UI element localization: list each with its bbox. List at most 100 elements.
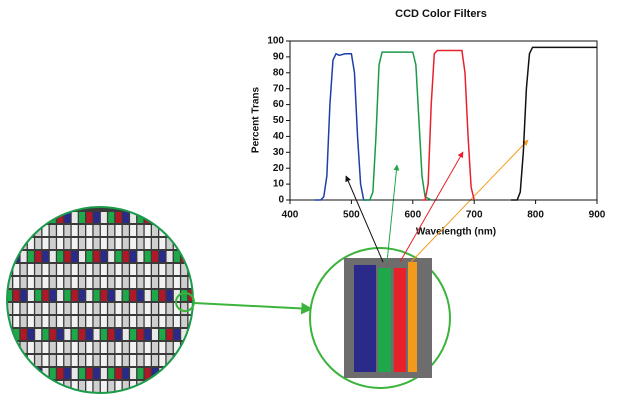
wafer-pixel [144,368,151,379]
wafer-pixel [20,290,27,301]
wafer-pixel [35,251,42,262]
wafer-pixel [35,303,42,314]
wafer-pixel [64,277,71,288]
wafer-pixel [13,277,20,288]
y-tick-label: 80 [273,67,285,78]
wafer-pixel [71,316,78,327]
wafer-pixel [166,368,173,379]
wafer-pixel [13,368,20,379]
wafer-pixel [49,238,56,249]
wafer-pixel [152,238,158,249]
wafer-pixel [57,329,64,340]
wafer-pixel [137,238,144,249]
wafer-pixel [57,264,64,275]
wafer-pixel [159,264,166,275]
wafer-pixel [137,316,144,327]
wafer-pixel [100,303,107,314]
wafer-pixel [152,381,158,392]
wafer-pixel [166,381,173,392]
wafer-pixel [166,316,173,327]
wafer-pixel [130,251,137,262]
wafer-pixel [42,303,49,314]
wafer-pixel [122,290,129,301]
wafer-pixel [64,342,71,353]
wafer-pixel [71,225,78,236]
wafer-pixel [93,316,100,327]
wafer-pixel [144,238,151,249]
green-filter [378,268,391,372]
wafer-pixel [181,277,188,288]
pointer-arrow [410,139,529,263]
wafer-pixel [86,264,93,275]
wafer-pixel [42,381,49,392]
wafer-pixel [122,251,129,262]
x-tick-label: 600 [404,210,421,221]
wafer-pixel [57,225,64,236]
wafer-pixel [57,212,64,223]
wafer-pixel [13,381,20,392]
wafer-pixel [152,303,158,314]
wafer-pixel [159,277,166,288]
wafer-pixel [86,251,93,262]
wafer-pixel [86,342,93,353]
wafer-pixel [93,225,100,236]
wafer-pixel [57,290,64,301]
wafer-pixel [108,355,115,366]
wafer-pixel [181,316,188,327]
wafer-pixel [115,225,122,236]
wafer-pixel [130,225,137,236]
wafer-pixel [49,329,56,340]
wafer-pixel [188,251,193,262]
wafer-pixel [71,212,78,223]
wafer-pixel [49,277,56,288]
wafer-pixel [122,238,129,249]
wafer-pixel [7,238,12,249]
wafer-pixel [115,238,122,249]
wafer-pixel [71,329,78,340]
wafer-pixel [27,238,34,249]
wafer-pixel [115,290,122,301]
wafer-pixel [181,225,188,236]
wafer-pixel [173,381,180,392]
wafer-pixel [49,251,56,262]
wafer-pixel [27,290,34,301]
wafer-pixel [130,290,137,301]
wafer-pixel [159,316,166,327]
wafer-pixel [108,329,115,340]
wafer-pixel [181,290,188,301]
wafer-pixel [188,225,193,236]
wafer-pixel [20,277,27,288]
wafer-pixel [13,212,20,223]
wafer-pixel [49,290,56,301]
wafer-pixel [108,316,115,327]
wafer-pixel [42,238,49,249]
wafer-pixel [49,264,56,275]
wafer-pixel [173,316,180,327]
wafer-pixel [13,225,20,236]
wafer-pixel [64,264,71,275]
wafer-pixel [144,290,151,301]
wafer-pixel [35,329,42,340]
wafer-pixel [152,277,158,288]
wafer-pixel [188,381,193,392]
wafer-pixel [27,355,34,366]
wafer-pixel [7,381,12,392]
wafer-pixel [137,329,144,340]
wafer-pixel [159,355,166,366]
wafer-pixel [57,303,64,314]
wafer-pixel [108,381,115,392]
wafer-pixel [108,290,115,301]
wafer-pixel [166,264,173,275]
wafer-pixel [79,342,85,353]
wafer-pixel [122,225,129,236]
wafer-pixel [130,303,137,314]
wafer-pixel [93,368,100,379]
wafer-pixel [108,303,115,314]
wafer-pixel [20,225,27,236]
wafer-pixel [181,303,188,314]
wafer-pixel [93,342,100,353]
y-tick-label: 100 [267,36,284,47]
wafer-pixel [100,316,107,327]
wafer-pixel [166,329,173,340]
wafer-pixel [188,342,193,353]
